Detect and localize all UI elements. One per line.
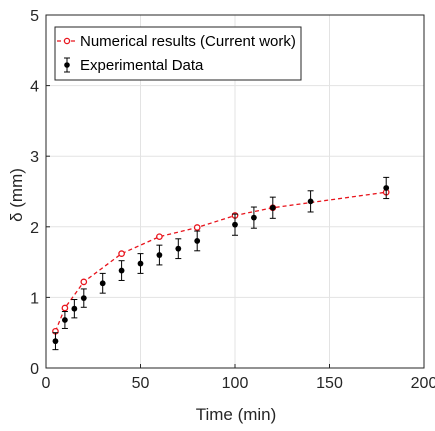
experimental-point [99,280,106,287]
legend-experimental-label: Experimental Data [80,57,204,74]
legend-numerical-label: Numerical results (Current work) [80,33,296,50]
numerical-point [193,224,201,231]
x-axis-label: Time (min) [196,405,277,424]
x-tick-label: 200 [411,375,435,392]
x-tick-label: 150 [316,375,343,392]
experimental-point [383,185,390,191]
experimental-point [175,245,182,252]
numerical-point [80,278,88,286]
y-tick-label: 0 [30,361,39,378]
x-tick-label: 50 [132,375,150,392]
experimental-point [232,221,238,228]
x-tick-label: 100 [222,375,249,392]
experimental-series [52,176,390,351]
legend: Numerical results (Current work) Experim… [54,26,302,81]
numerical-series [52,188,390,335]
experimental-point [80,295,87,302]
experimental-point [194,238,201,244]
legend-experimental-marker [64,62,70,68]
experimental-point [269,204,276,211]
numerical-point [156,233,163,241]
y-tick-label: 2 [30,220,39,237]
y-axis-ticks: 0 1 2 3 4 5 [30,8,50,378]
legend-numerical-marker [63,37,71,45]
experimental-point [118,267,125,274]
experimental-point [62,317,68,323]
experimental-point [52,338,59,345]
y-tick-label: 4 [30,79,39,96]
y-axis-label: δ (mm) [7,168,26,222]
x-tick-label: 0 [42,375,51,392]
experimental-point [71,305,78,312]
y-tick-label: 5 [30,8,39,25]
experimental-point [307,198,314,205]
numerical-point [118,250,125,257]
legend-box [54,26,302,81]
experimental-point [137,260,144,267]
plot-frame [45,14,425,369]
experimental-point [251,214,257,221]
y-tick-label: 1 [30,290,39,307]
experimental-point [156,252,163,258]
numerical-line [54,191,387,332]
y-tick-label: 3 [30,149,39,166]
numerical-point [61,304,69,312]
x-axis-ticks: 0 50 100 150 200 [42,364,435,392]
